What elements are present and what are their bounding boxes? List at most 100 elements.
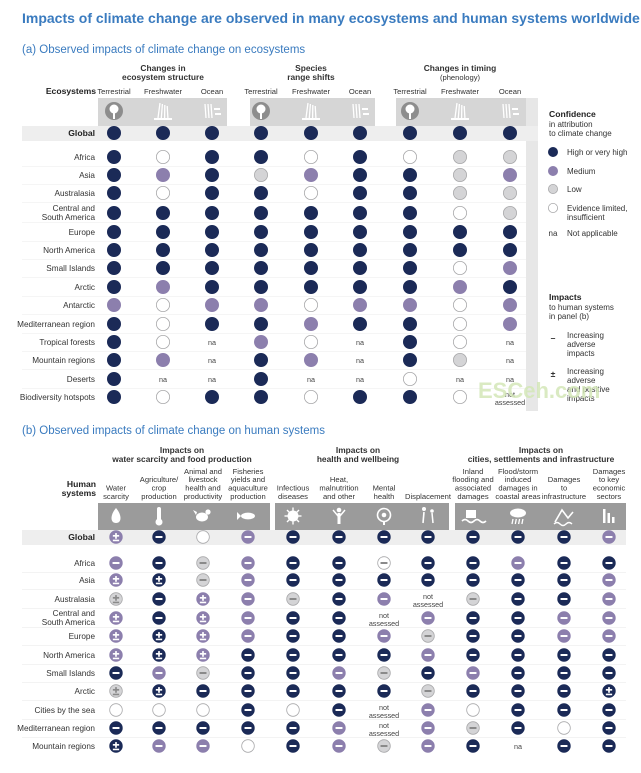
confidence-dot <box>352 279 367 294</box>
minus-glyph <box>244 562 252 564</box>
plus-minus-glyph-v <box>202 632 204 638</box>
confidence-dot <box>107 316 122 331</box>
coral-icon <box>210 103 213 119</box>
confidence-dot <box>452 242 467 257</box>
impact-dot <box>152 703 166 717</box>
confidence-dot <box>402 224 417 239</box>
column-label-b: Flood/storm <box>498 467 538 476</box>
confidence-dot <box>352 185 367 200</box>
na-mark-b: na <box>514 742 522 751</box>
confidence-dot <box>402 389 417 404</box>
row-label-a: Europe <box>69 228 96 237</box>
column-label-b: Damages <box>593 467 626 476</box>
reed-icon <box>308 103 312 119</box>
panel-b-title: (b) Observed impacts of climate change o… <box>22 425 325 437</box>
not-assessed-mark-b: assessed <box>369 711 399 720</box>
confidence-dot <box>253 371 268 386</box>
minus-glyph <box>335 745 343 747</box>
column-label-b: production <box>141 492 176 501</box>
column-label-b: to key <box>599 475 619 484</box>
reed-icon <box>166 105 169 119</box>
column-label-b: associated <box>455 484 491 493</box>
minus-glyph <box>380 536 388 538</box>
minus-glyph <box>605 617 613 619</box>
confidence-dot <box>303 242 318 257</box>
minus-glyph <box>335 690 343 692</box>
column-label-a: Ocean <box>499 87 521 96</box>
plus-minus-glyph-b <box>199 620 207 623</box>
confidence-dot <box>253 279 268 294</box>
minus-glyph <box>514 690 522 692</box>
confidence-dot <box>402 260 417 275</box>
confidence-dot <box>155 316 170 331</box>
confidence-dot <box>155 167 170 182</box>
confidence-dot <box>303 260 318 275</box>
group-header-a-sub: (phenology) <box>440 73 481 82</box>
minus-glyph <box>199 690 207 692</box>
not-assessed-mark-b: not <box>379 703 389 712</box>
reed-icon <box>302 118 320 120</box>
minus-glyph <box>335 598 343 600</box>
coral-icon <box>207 103 210 119</box>
minus-glyph <box>244 654 252 656</box>
confidence-dot <box>155 205 170 220</box>
mental-health-icon <box>381 512 387 518</box>
confidence-dot <box>107 185 122 200</box>
minus-glyph <box>424 579 432 581</box>
minus-glyph <box>469 617 477 619</box>
plus-minus-glyph-v <box>115 632 117 638</box>
confidence-dot <box>155 185 170 200</box>
row-label-b: Australasia <box>54 595 95 604</box>
row-label-b: Arctic <box>75 687 95 696</box>
minus-glyph <box>424 617 432 619</box>
legend-impacts-sub: to human systems <box>549 303 614 312</box>
ecosystems-header-label: Ecosystems <box>46 86 96 96</box>
row-label-a: North America <box>43 246 95 255</box>
minus-glyph <box>469 598 477 600</box>
row-label-b: Small Islands <box>46 669 95 678</box>
confidence-dot <box>452 260 467 275</box>
confidence-dot <box>204 279 219 294</box>
coral-icon <box>502 103 505 119</box>
na-mark: na <box>506 356 514 365</box>
minus-glyph <box>514 536 522 538</box>
confidence-dot <box>155 334 170 349</box>
not-assessed-mark-b: assessed <box>369 729 399 738</box>
column-label-b: scarcity <box>103 492 129 501</box>
confidence-dot <box>204 389 219 404</box>
confidence-dot <box>204 185 219 200</box>
minus-glyph <box>514 635 522 637</box>
coral-icon <box>508 103 511 119</box>
column-label-b: damages in <box>498 484 537 493</box>
virus-icon <box>287 510 299 522</box>
column-label-a: Freshwater <box>441 87 479 96</box>
row-area-side-shade <box>526 98 538 411</box>
minus-glyph <box>244 536 252 538</box>
minus-glyph <box>469 635 477 637</box>
legend-dot <box>548 146 559 157</box>
column-label-a: Freshwater <box>144 87 182 96</box>
plus-minus-glyph-b <box>112 582 120 585</box>
minus-glyph <box>155 617 163 619</box>
column-label-b: crop <box>152 484 167 493</box>
confidence-dot <box>352 389 367 404</box>
minus-glyph <box>605 709 613 711</box>
group-header-a: ecosystem structure <box>122 72 204 82</box>
group-header-a: Species <box>295 63 327 73</box>
plus-minus-glyph-v <box>158 632 160 638</box>
minus-glyph <box>244 727 252 729</box>
plus-minus-glyph-b <box>112 693 120 696</box>
column-label-b: coastal areas <box>495 492 540 501</box>
confidence-dot <box>107 297 122 312</box>
confidence-dot <box>303 352 318 367</box>
minus-glyph <box>199 745 207 747</box>
minus-glyph <box>199 579 207 581</box>
confidence-dot <box>303 167 318 182</box>
water-drop-icon <box>111 508 121 523</box>
confidence-dot <box>303 185 318 200</box>
legend-dot <box>548 183 559 194</box>
not-assessed-mark: assessed <box>495 398 525 407</box>
thermometer-icon <box>157 507 161 521</box>
confidence-dot <box>107 260 122 275</box>
row-label-a: Central and <box>53 204 96 213</box>
